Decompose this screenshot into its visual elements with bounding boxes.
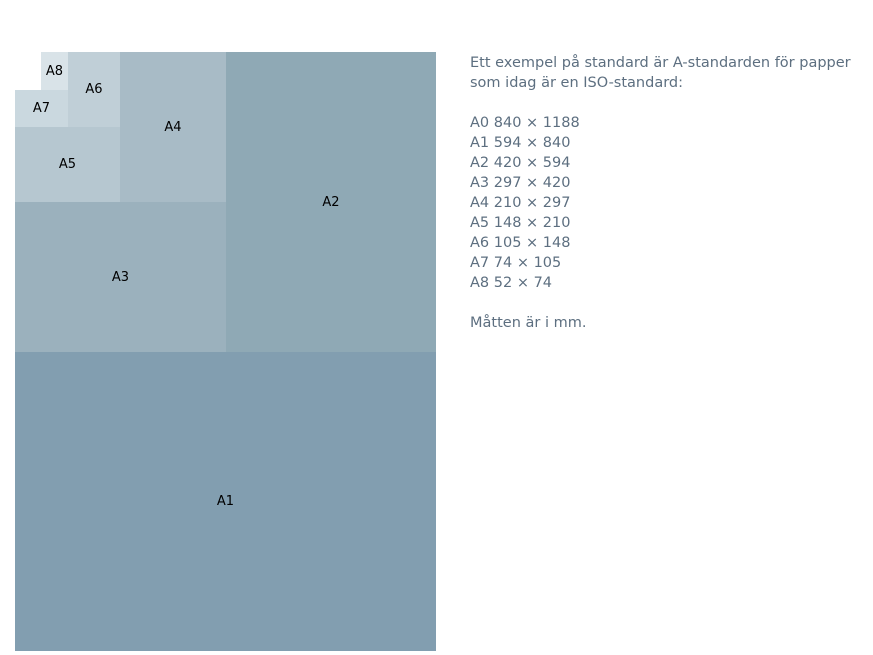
unit-note: Måtten är i mm.	[470, 315, 587, 331]
sheet-a1: A1	[15, 352, 436, 651]
size-item-a5: A5 148 × 210	[470, 215, 571, 231]
info-panel: Ett exempel på standard är A-standarden …	[470, 53, 870, 333]
size-item-a4: A4 210 × 297	[470, 195, 571, 211]
sheet-a2: A2	[226, 52, 436, 352]
sheet-label-a1: A1	[216, 494, 235, 509]
sheet-a6: A6	[68, 52, 120, 127]
sheet-label-a2: A2	[322, 194, 340, 210]
sheet-label-a3: A3	[111, 269, 130, 285]
size-item-a3: A3 297 × 420	[470, 175, 571, 191]
sheet-a4: A4	[120, 52, 226, 202]
sheet-a7: A7	[15, 90, 68, 127]
sheet-label-a8: A8	[45, 63, 64, 79]
size-item-a2: A2 420 × 594	[470, 155, 571, 171]
size-item-a7: A7 74 × 105	[470, 255, 562, 271]
sheet-a3: A3	[15, 202, 226, 352]
sheet-a8: A8	[41, 52, 68, 90]
intro-text: Ett exempel på standard är A-standarden …	[470, 55, 851, 91]
size-item-a1: A1 594 × 840	[470, 135, 571, 151]
size-list: A0 840 × 1188 A1 594 × 840 A2 420 × 594 …	[470, 113, 870, 293]
sheet-a5: A5	[15, 127, 120, 202]
size-item-a0: A0 840 × 1188	[470, 115, 580, 131]
sheet-label-a5: A5	[58, 157, 77, 172]
size-item-a8: A8 52 × 74	[470, 275, 553, 291]
sheet-label-a6: A6	[85, 82, 103, 97]
sheet-label-a4: A4	[164, 119, 182, 135]
sheet-label-a7: A7	[32, 101, 51, 116]
size-item-a6: A6 105 × 148	[470, 235, 571, 251]
